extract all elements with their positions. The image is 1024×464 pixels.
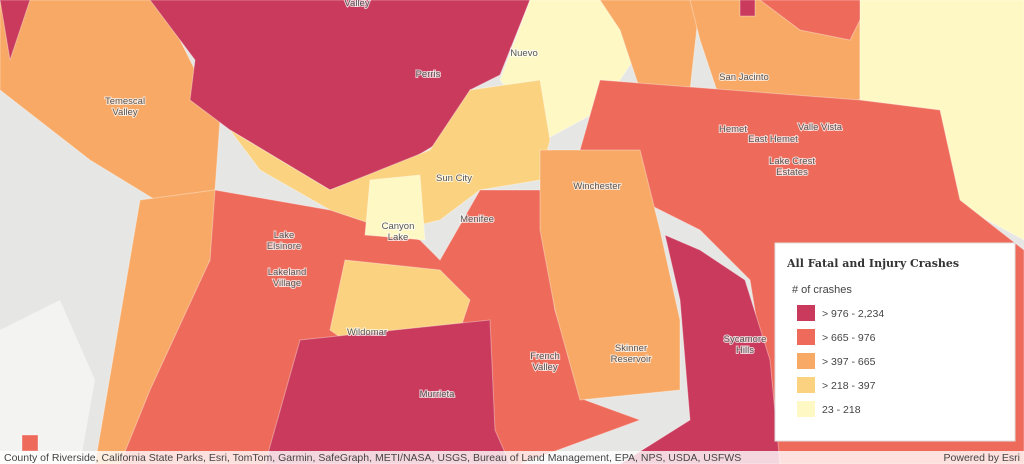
place-label-line: Reservoir <box>611 354 652 365</box>
legend-label: > 976 - 2,234 <box>822 308 884 320</box>
place-label: Lake Crest Estates <box>769 156 815 178</box>
region <box>619 234 781 464</box>
place-label-line: Sycamore <box>724 334 767 345</box>
place-label: Winchester <box>573 181 621 192</box>
place-label-line: Estates <box>776 167 808 178</box>
place-label-line: Elsinore <box>267 241 301 252</box>
place-label-line: Lake <box>274 230 295 241</box>
place-label-line: Perris <box>416 69 441 80</box>
place-label-line: Village <box>273 278 301 289</box>
place-label: Lake Elsinore <box>267 230 301 252</box>
attribution: County of Riverside, California State Pa… <box>4 452 741 464</box>
place-label-line: Valley <box>344 0 369 9</box>
place-label-line: Hills <box>736 345 754 356</box>
place-label: Canyon Lake <box>382 221 415 243</box>
place-label: Sycamore Hills <box>724 334 767 356</box>
place-label-line: San Jacinto <box>719 72 769 83</box>
place-label: San Jacinto <box>719 72 769 83</box>
region <box>0 0 31 61</box>
place-label-line: Skinner <box>615 343 647 354</box>
place-label: French Valley <box>530 351 560 373</box>
place-label: Lakeland Village <box>268 267 307 289</box>
place-label-line: Temescal <box>105 96 145 107</box>
place-label: Hemet <box>719 124 747 135</box>
place-label-line: Winchester <box>573 181 621 192</box>
attribution-bar <box>0 451 1024 464</box>
legend-title: All Fatal and Injury Crashes <box>786 257 959 270</box>
legend-swatch <box>797 353 815 369</box>
place-label: East Hemet <box>748 134 798 145</box>
place-label: Sun City <box>436 173 472 184</box>
place-label-line: East Hemet <box>748 134 798 145</box>
region <box>539 149 681 401</box>
place-label: Valle Vista <box>798 122 843 133</box>
legend-items: > 976 - 2,234 > 665 - 976 > 397 - 665 > 218… <box>797 305 884 417</box>
powered-by[interactable]: Powered by Esri <box>944 452 1020 464</box>
place-label-line: Wildomar <box>347 327 387 338</box>
legend-label: 23 - 218 <box>822 404 861 416</box>
place-label: Perris <box>416 69 441 80</box>
region <box>21 434 39 452</box>
place-label: Menifee <box>460 214 494 225</box>
place-label-line: Lake Crest <box>769 156 815 167</box>
legend-swatch <box>797 305 815 321</box>
region <box>759 0 871 41</box>
legend-swatch <box>797 401 815 417</box>
legend-label: > 397 - 665 <box>822 356 876 368</box>
legend-swatch <box>797 377 815 393</box>
legend-swatch <box>797 329 815 345</box>
place-label-line: Lakeland <box>268 267 307 278</box>
legend-label: > 665 - 976 <box>822 332 876 344</box>
place-label-line: Hemet <box>719 124 747 135</box>
place-label: Valley <box>344 0 369 9</box>
region <box>264 319 511 464</box>
place-label-line: Canyon <box>382 221 415 232</box>
region <box>94 189 216 464</box>
place-label: Skinner Reservoir <box>611 343 652 365</box>
place-label-line: Valle Vista <box>798 122 843 133</box>
place-label-line: Sun City <box>436 173 472 184</box>
place-label-line: Valley <box>112 107 137 118</box>
place-label-line: Murrieta <box>420 389 456 400</box>
legend: All Fatal and Injury Crashes # of crashe… <box>774 242 1016 442</box>
place-label: Murrieta <box>420 389 456 400</box>
place-label-line: French <box>530 351 560 362</box>
region <box>364 174 426 241</box>
legend-subtitle: # of crashes <box>792 284 852 296</box>
place-label-line: Nuevo <box>510 48 537 59</box>
legend-label: > 218 - 397 <box>822 380 876 392</box>
place-label: Nuevo <box>510 48 537 59</box>
place-label: Temescal Valley <box>105 96 145 118</box>
place-label-line: Lake <box>388 232 409 243</box>
place-label-line: Valley <box>532 362 557 373</box>
place-label-line: Menifee <box>460 214 494 225</box>
basemap-land <box>0 300 95 464</box>
place-label: Wildomar <box>347 327 387 338</box>
region <box>739 0 756 17</box>
